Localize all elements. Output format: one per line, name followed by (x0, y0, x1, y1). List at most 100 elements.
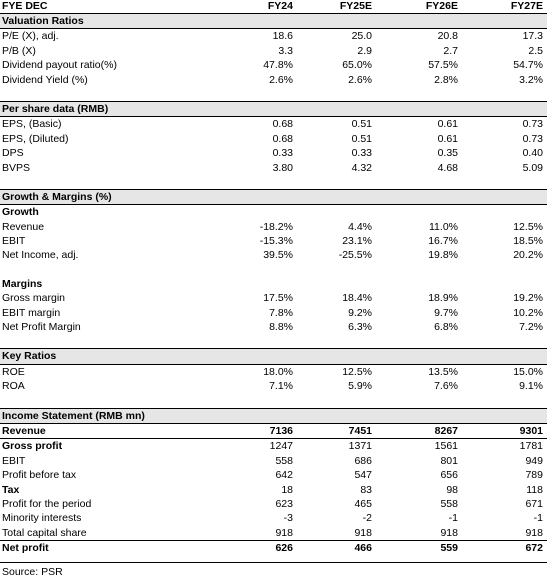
cell: 801 (440, 454, 458, 467)
cell: 918 (354, 526, 372, 539)
cell: 118 (526, 483, 543, 496)
table-row: EBIT -15.3% 23.1% 16.7% 18.5% (0, 234, 547, 248)
cell: 19.8% (428, 249, 458, 262)
table-row: ROA 7.1% 5.9% 7.6% 9.1% (0, 379, 547, 393)
row-label: Gross profit (2, 440, 63, 453)
subsection-title: Margins (2, 277, 43, 290)
table-row: Gross profit 1247 1371 1561 1781 (0, 439, 547, 453)
cell: 7451 (348, 424, 372, 437)
subsection-title-growth: Growth (0, 205, 547, 219)
cell: 0.68 (272, 132, 293, 145)
table-row: Minority interests -3 -2 -1 -1 (0, 511, 547, 525)
spacer (0, 175, 547, 189)
row-label: Net Income, adj. (2, 249, 79, 262)
table-row: EBIT margin 7.8% 9.2% 9.7% 10.2% (0, 306, 547, 320)
spacer (0, 394, 547, 408)
table-row: Dividend Yield (%) 2.6% 2.6% 2.8% 3.2% (0, 73, 547, 87)
row-label: Revenue (2, 424, 46, 437)
cell: 656 (440, 469, 458, 482)
cell: 1247 (269, 440, 293, 453)
cell: 466 (354, 542, 372, 555)
row-label: Net profit (2, 542, 49, 555)
cell: 23.1% (342, 235, 372, 248)
table-row: Profit for the period 623 465 558 671 (0, 497, 547, 511)
table-row: Tax 18 83 98 118 (0, 483, 547, 497)
cell: 0.33 (351, 147, 372, 160)
cell: 20.8 (437, 30, 458, 43)
cell: 4.32 (351, 161, 372, 174)
cell: 2.5 (528, 44, 543, 57)
cell: 558 (275, 454, 293, 467)
row-label: Minority interests (2, 512, 82, 525)
section-title: Growth & Margins (%) (2, 190, 112, 203)
cell: 559 (440, 542, 458, 555)
cell: 0.61 (437, 132, 458, 145)
cell: 0.40 (522, 147, 543, 160)
table-row: Profit before tax 642 547 656 789 (0, 468, 547, 482)
cell: 20.2% (513, 249, 543, 262)
section-title: Income Statement (RMB mn) (2, 409, 145, 422)
cell: 10.2% (513, 306, 543, 319)
cell: 0.73 (522, 132, 543, 145)
table-row: Net Income, adj. 39.5% -25.5% 19.8% 20.2… (0, 248, 547, 262)
subsection-title-margins: Margins (0, 277, 547, 291)
cell: 18.5% (513, 235, 543, 248)
cell: 0.73 (522, 118, 543, 131)
cell: 0.51 (351, 118, 372, 131)
cell: 9.7% (434, 306, 458, 319)
row-label: ROE (2, 365, 25, 378)
cell: 918 (525, 526, 543, 539)
row-label: Total capital share (2, 526, 87, 539)
cell: 0.33 (272, 147, 293, 160)
cell: 25.0 (351, 30, 372, 43)
row-label: Profit before tax (2, 469, 77, 482)
cell: 17.3 (522, 30, 543, 43)
row-label: Dividend Yield (%) (2, 73, 88, 86)
row-label: Dividend payout ratio(%) (2, 59, 117, 72)
cell: 8.8% (269, 321, 293, 334)
cell: 2.6% (348, 73, 372, 86)
cell: 18.9% (428, 292, 458, 305)
cell: 0.51 (351, 132, 372, 145)
cell: 0.35 (437, 147, 458, 160)
cell: 623 (275, 497, 293, 510)
cell: 558 (440, 497, 458, 510)
source-note: Source: PSR (2, 566, 63, 578)
cell: 1371 (348, 440, 372, 453)
cell: 13.5% (428, 365, 458, 378)
cell: 918 (440, 526, 458, 539)
cell: -2 (362, 512, 372, 525)
spacer (0, 87, 547, 101)
header-year: FY27E (510, 0, 543, 12)
section-title: Per share data (RMB) (2, 102, 109, 115)
table-row: BVPS 3.80 4.32 4.68 5.09 (0, 161, 547, 175)
cell: 19.2% (513, 292, 543, 305)
row-label: Tax (2, 483, 20, 496)
cell: 1781 (519, 440, 543, 453)
cell: 6.8% (434, 321, 458, 334)
row-label: EBIT (2, 235, 26, 248)
cell: 11.0% (429, 220, 458, 233)
section-title-growth: Growth & Margins (%) (0, 188, 547, 206)
cell: 4.68 (437, 161, 458, 174)
cell: 18.0% (263, 365, 293, 378)
row-label: EPS, (Basic) (2, 118, 62, 131)
cell: 7.6% (434, 380, 458, 393)
row-label: DPS (2, 147, 24, 160)
table-row: Gross margin 17.5% 18.4% 18.9% 19.2% (0, 291, 547, 305)
table-row: Dividend payout ratio(%) 47.8% 65.0% 57.… (0, 58, 547, 72)
row-label: Gross margin (2, 292, 66, 305)
cell: 547 (354, 469, 372, 482)
table-row: Net Profit Margin 8.8% 6.3% 6.8% 7.2% (0, 320, 547, 334)
cell: 5.9% (348, 380, 372, 393)
section-title: Key Ratios (2, 350, 57, 363)
cell: 5.09 (522, 161, 543, 174)
cell: -25.5% (338, 249, 372, 262)
cell: 2.8% (434, 73, 458, 86)
cell: 642 (275, 469, 293, 482)
cell: 65.0% (342, 59, 372, 72)
cell: 671 (525, 497, 543, 510)
table-row: DPS 0.33 0.33 0.35 0.40 (0, 146, 547, 160)
cell: 39.5% (263, 249, 293, 262)
section-title-income: Income Statement (RMB mn) (0, 407, 547, 424)
